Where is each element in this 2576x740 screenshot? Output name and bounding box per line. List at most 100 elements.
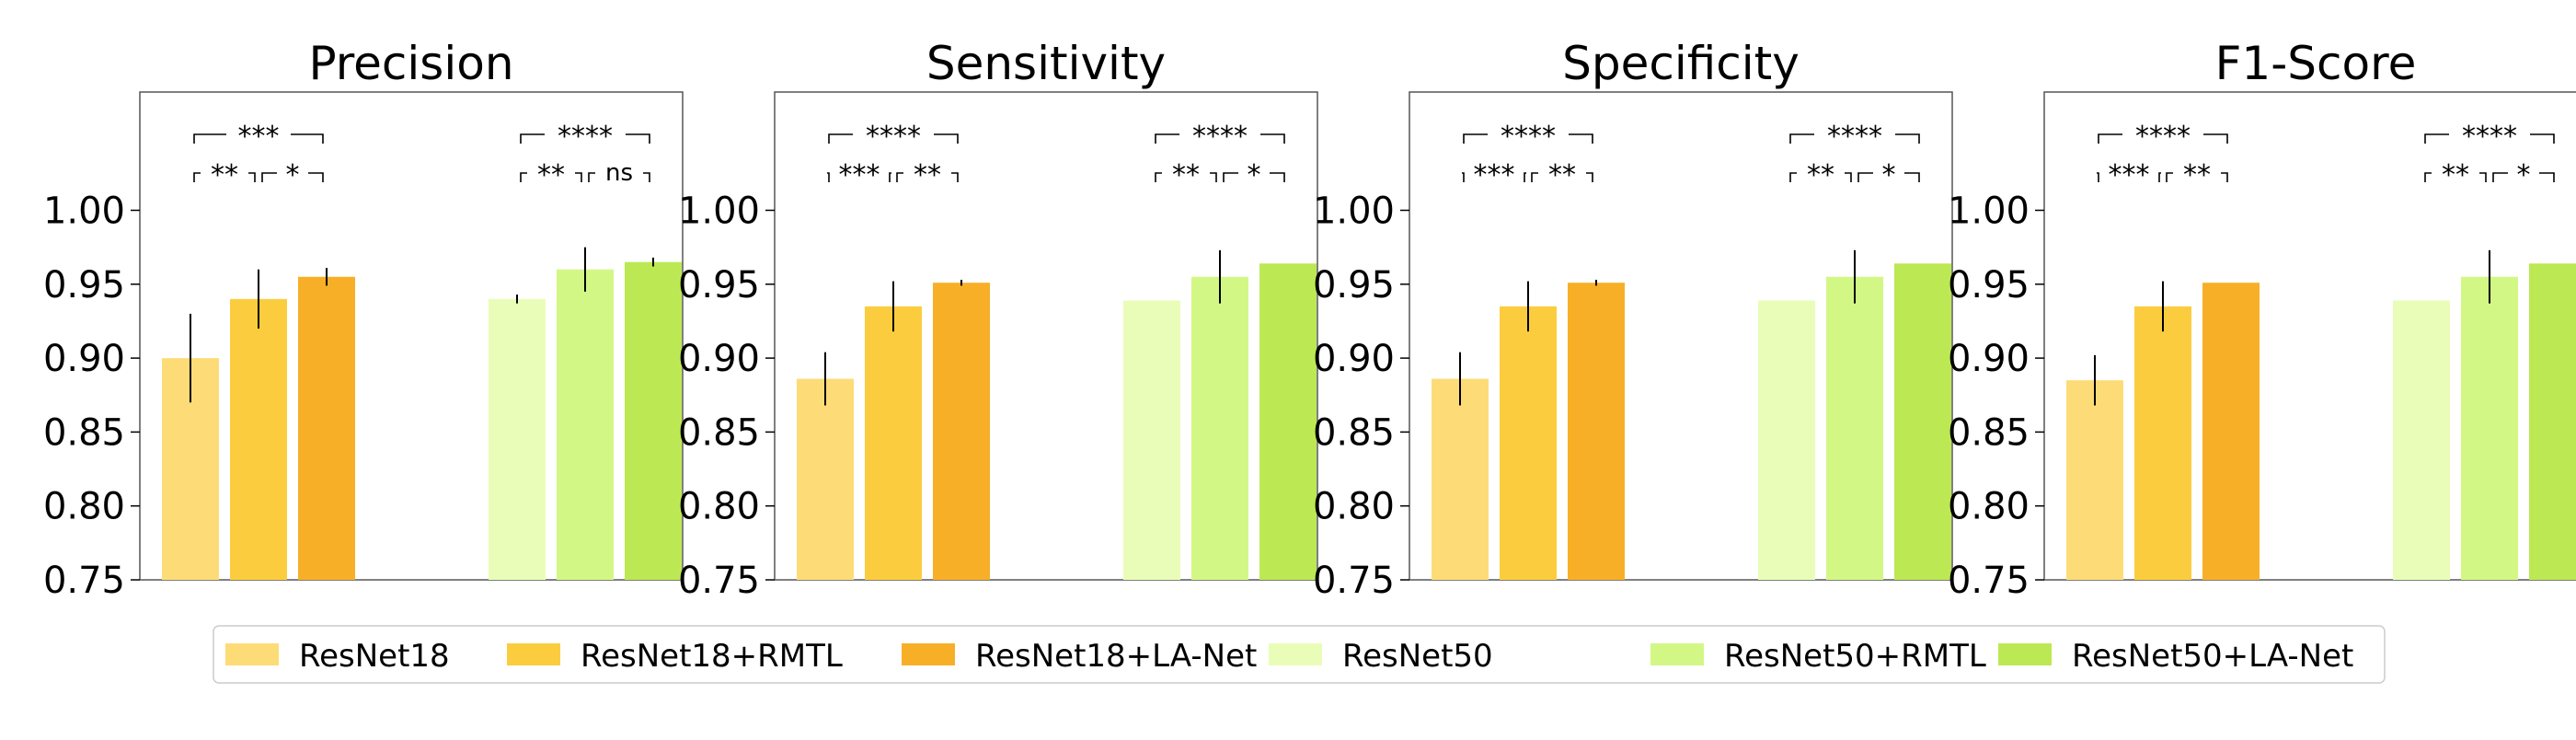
bar [1500,306,1557,580]
sig-span-bracket-right [626,133,650,144]
y-tick-label: 0.75 [678,560,760,602]
sig-pair-bracket-right [951,172,959,182]
sig-pair-bracket-right [1845,172,1852,182]
bar [1758,300,1815,580]
legend-swatch [225,643,279,665]
panel-title: F1-Score [2215,37,2417,90]
significance-label: ** [2183,159,2211,191]
legend-label: ResNet50+LA-Net [2072,638,2353,675]
significance-label: * [286,159,300,191]
significance-label: *** [1474,159,1515,191]
legend-label: ResNet50 [1342,638,1493,675]
sig-pair-bracket-right [2221,172,2228,182]
bar [625,261,682,580]
bar [230,298,287,580]
legend-swatch [1650,643,1704,665]
bar [557,269,614,580]
sig-span-bracket-right [934,133,959,144]
y-tick-label: 0.75 [1313,560,1395,602]
plot-frame [2043,91,2576,581]
sig-pair-bracket-left [896,172,903,182]
sig-span-bracket-left [1789,133,1814,144]
sig-span-bracket-right [291,133,324,144]
significance-label: ** [1548,159,1576,191]
sig-span-bracket-right [2203,133,2228,144]
bar [1568,283,1625,580]
sig-pair-bracket-right [308,172,324,182]
sig-pair-bracket-right [248,172,256,182]
y-tick-label: 0.85 [43,411,125,454]
bar [1894,263,1951,580]
bar [1432,378,1489,580]
sig-span-bracket-left [1155,133,1179,144]
y-tick-label: 1.00 [43,190,125,232]
sig-pair-bracket-left [1531,172,1538,182]
significance-label: ** [1807,159,1834,191]
sig-pair-bracket-left [1857,172,1873,182]
significance-label: ns [605,159,633,187]
sig-pair-bracket-right [2158,172,2161,182]
sig-pair-bracket-left [2492,172,2508,182]
y-tick-label: 0.95 [1313,264,1395,306]
y-tick-label: 0.80 [1948,486,2030,528]
significance-label: ** [1172,159,1200,191]
significance-label: *** [839,159,880,191]
plot-frame [1409,91,1953,581]
significance-label: * [1248,159,1261,191]
significance-label: *** [238,121,280,153]
sig-pair-bracket-left [2097,172,2099,182]
legend-swatch [902,643,955,665]
sig-pair-bracket-left [520,172,527,182]
legend-label: ResNet18+LA-Net [975,638,1257,675]
sig-pair-bracket-left [1223,172,1238,182]
bar [865,306,922,580]
legend-label: ResNet18 [299,638,450,675]
sig-pair-bracket-right [2479,172,2487,182]
significance-label: **** [1827,121,1882,153]
legend-label: ResNet18+RMTL [581,638,843,675]
sig-span-bracket-left [520,133,545,144]
y-tick-label: 1.00 [1948,190,2030,232]
legend-label: ResNet50+RMTL [1724,638,1986,675]
bar [1123,300,1180,580]
panel-title: Specificity [1562,37,1800,90]
bar [2461,276,2518,580]
sig-pair-bracket-left [588,172,595,182]
sig-pair-bracket-left [1789,172,1797,182]
bar [489,298,546,580]
bar [933,283,990,580]
significance-label: **** [2135,121,2191,153]
legend-swatch [507,643,560,665]
bar [797,378,854,580]
y-tick-label: 0.75 [43,560,125,602]
significance-label: ** [211,159,238,191]
sig-pair-bracket-left [1462,172,1465,182]
bar [1259,263,1317,580]
sig-pair-bracket-left [2166,172,2173,182]
bar [1191,276,1248,580]
significance-label: ** [914,159,941,191]
sig-span-bracket-left [2098,133,2122,144]
sig-span-bracket-right [1260,133,1285,144]
sig-pair-bracket-right [575,172,582,182]
y-tick-label: 0.80 [678,486,760,528]
sig-pair-bracket-left [2424,172,2432,182]
y-tick-label: 0.95 [43,264,125,306]
sig-pair-bracket-left [827,172,830,182]
plot-frame [139,91,684,581]
sig-pair-bracket-right [889,172,891,182]
y-tick-label: 0.95 [1948,264,2030,306]
bar [2393,300,2450,580]
y-tick-label: 0.95 [678,264,760,306]
significance-label: * [1882,159,1896,191]
bar [2202,283,2260,580]
significance-label: **** [558,121,613,153]
sig-span-bracket-left [2424,133,2449,144]
y-tick-label: 0.90 [1313,338,1395,380]
sig-span-bracket-left [828,133,853,144]
y-tick-label: 0.80 [43,486,125,528]
significance-label: *** [2109,159,2150,191]
significance-label: **** [866,121,921,153]
